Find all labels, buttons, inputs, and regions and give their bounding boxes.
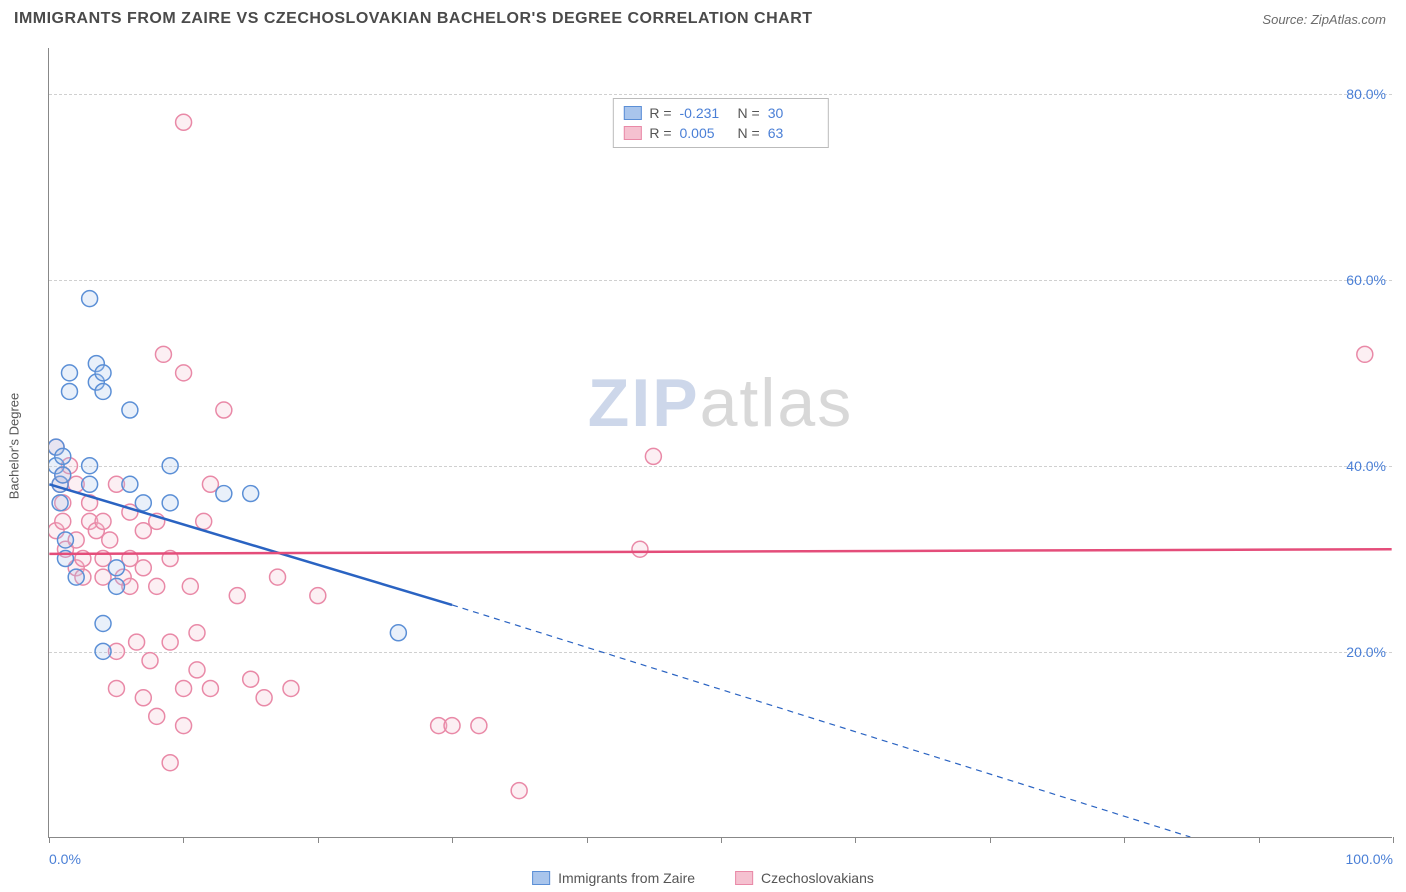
data-point [176, 718, 192, 734]
stats-row-czech: R = 0.005 N = 63 [623, 123, 817, 143]
data-point [162, 755, 178, 771]
data-point [196, 513, 212, 529]
data-point [216, 402, 232, 418]
data-point [82, 458, 98, 474]
data-point [122, 476, 138, 492]
legend-item-zaire: Immigrants from Zaire [532, 870, 695, 886]
data-point [390, 625, 406, 641]
data-point [108, 680, 124, 696]
data-point [68, 569, 84, 585]
data-point [61, 383, 77, 399]
data-point [283, 680, 299, 696]
trend-line-zaire-dashed [452, 605, 1190, 837]
data-point [122, 402, 138, 418]
data-point [95, 643, 111, 659]
legend-item-czech: Czechoslovakians [735, 870, 874, 886]
data-point [632, 541, 648, 557]
data-point [82, 291, 98, 307]
trend-line-czech [49, 549, 1391, 554]
data-point [52, 495, 68, 511]
data-point [82, 476, 98, 492]
data-point [95, 365, 111, 381]
data-point [135, 690, 151, 706]
data-point [95, 383, 111, 399]
data-point [256, 690, 272, 706]
swatch-czech [623, 126, 641, 140]
scatter-svg [49, 48, 1392, 837]
swatch-zaire [623, 106, 641, 120]
series-legend: Immigrants from Zaire Czechoslovakians [532, 870, 874, 886]
data-point [162, 634, 178, 650]
data-point [162, 458, 178, 474]
x-tick-label: 100.0% [1346, 851, 1393, 867]
swatch-zaire-bottom [532, 871, 550, 885]
stats-row-zaire: R = -0.231 N = 30 [623, 103, 817, 123]
data-point [55, 448, 71, 464]
data-point [55, 467, 71, 483]
data-point [129, 634, 145, 650]
data-point [135, 560, 151, 576]
data-point [149, 578, 165, 594]
data-point [270, 569, 286, 585]
data-point [102, 532, 118, 548]
data-point [95, 616, 111, 632]
data-point [108, 578, 124, 594]
y-axis-label: Bachelor's Degree [7, 393, 22, 500]
data-point [95, 513, 111, 529]
data-point [1357, 346, 1373, 362]
data-point [444, 718, 460, 734]
data-point [310, 588, 326, 604]
data-point [162, 495, 178, 511]
data-point [61, 365, 77, 381]
data-point [182, 578, 198, 594]
source-attribution: Source: ZipAtlas.com [1262, 12, 1386, 27]
swatch-czech-bottom [735, 871, 753, 885]
data-point [471, 718, 487, 734]
correlation-stats-legend: R = -0.231 N = 30 R = 0.005 N = 63 [612, 98, 828, 148]
data-point [57, 532, 73, 548]
data-point [189, 662, 205, 678]
data-point [229, 588, 245, 604]
chart-plot-area: ZIPatlas R = -0.231 N = 30 R = 0.005 N =… [48, 48, 1392, 838]
data-point [645, 448, 661, 464]
data-point [243, 671, 259, 687]
data-point [189, 625, 205, 641]
chart-title: IMMIGRANTS FROM ZAIRE VS CZECHOSLOVAKIAN… [14, 10, 813, 28]
data-point [108, 560, 124, 576]
data-point [149, 708, 165, 724]
x-tick-label: 0.0% [49, 851, 81, 867]
data-point [176, 680, 192, 696]
data-point [216, 486, 232, 502]
data-point [511, 783, 527, 799]
data-point [142, 653, 158, 669]
data-point [155, 346, 171, 362]
data-point [243, 486, 259, 502]
data-point [202, 680, 218, 696]
data-point [176, 114, 192, 130]
data-point [135, 495, 151, 511]
data-point [55, 513, 71, 529]
data-point [176, 365, 192, 381]
